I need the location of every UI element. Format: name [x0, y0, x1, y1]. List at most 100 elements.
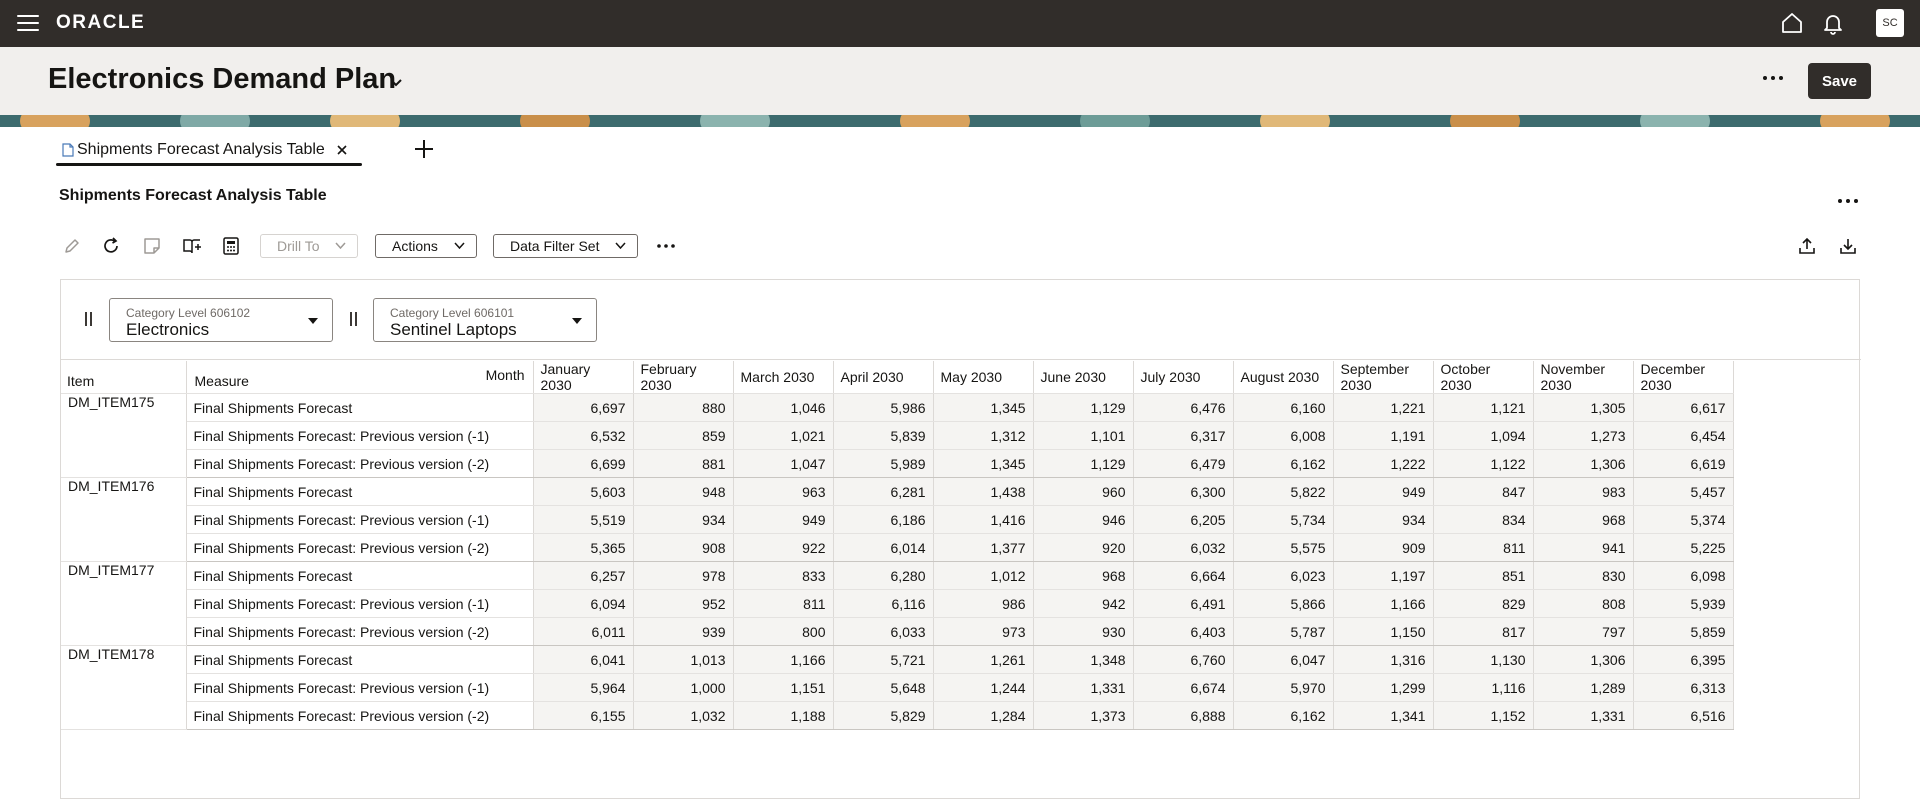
measure-cell[interactable]: Final Shipments Forecast: Previous versi… — [186, 701, 534, 730]
month-column-header[interactable]: January 2030 — [533, 361, 634, 394]
value-cell[interactable]: 6,094 — [533, 589, 634, 618]
measure-cell[interactable]: Final Shipments Forecast — [186, 393, 534, 422]
value-cell[interactable]: 1,222 — [1333, 449, 1434, 478]
value-cell[interactable]: 6,674 — [1133, 673, 1234, 702]
value-cell[interactable]: 949 — [733, 505, 834, 534]
measure-cell[interactable]: Final Shipments Forecast — [186, 645, 534, 674]
value-cell[interactable]: 6,257 — [533, 561, 634, 590]
value-cell[interactable]: 1,416 — [933, 505, 1034, 534]
value-cell[interactable]: 6,888 — [1133, 701, 1234, 730]
upload-icon[interactable] — [1797, 236, 1817, 256]
value-cell[interactable]: 948 — [633, 477, 734, 506]
download-icon[interactable] — [1838, 236, 1858, 256]
month-column-header[interactable]: September 2030 — [1333, 361, 1434, 394]
measure-column-header[interactable]: Month Measure — [186, 361, 534, 394]
value-cell[interactable]: 6,011 — [533, 617, 634, 646]
category-level-606101-select[interactable]: Category Level 606101 Sentinel Laptops — [373, 298, 597, 342]
value-cell[interactable]: 6,516 — [1633, 701, 1734, 730]
value-cell[interactable]: 922 — [733, 533, 834, 562]
value-cell[interactable]: 6,532 — [533, 421, 634, 450]
value-cell[interactable]: 834 — [1433, 505, 1534, 534]
value-cell[interactable]: 986 — [933, 589, 1034, 618]
value-cell[interactable]: 5,575 — [1233, 533, 1334, 562]
value-cell[interactable]: 1,345 — [933, 393, 1034, 422]
value-cell[interactable]: 952 — [633, 589, 734, 618]
value-cell[interactable]: 6,041 — [533, 645, 634, 674]
value-cell[interactable]: 6,160 — [1233, 393, 1334, 422]
measure-cell[interactable]: Final Shipments Forecast: Previous versi… — [186, 673, 534, 702]
value-cell[interactable]: 6,454 — [1633, 421, 1734, 450]
value-cell[interactable]: 5,866 — [1233, 589, 1334, 618]
measure-cell[interactable]: Final Shipments Forecast — [186, 561, 534, 590]
actions-button[interactable]: Actions — [375, 234, 477, 258]
note-icon[interactable] — [142, 236, 162, 256]
value-cell[interactable]: 6,098 — [1633, 561, 1734, 590]
user-avatar[interactable]: SC — [1876, 9, 1904, 37]
value-cell[interactable]: 1,130 — [1433, 645, 1534, 674]
value-cell[interactable]: 909 — [1333, 533, 1434, 562]
edit-icon[interactable] — [62, 236, 82, 256]
value-cell[interactable]: 6,664 — [1133, 561, 1234, 590]
value-cell[interactable]: 1,284 — [933, 701, 1034, 730]
month-column-header[interactable]: July 2030 — [1133, 361, 1234, 394]
measure-cell[interactable]: Final Shipments Forecast: Previous versi… — [186, 421, 534, 450]
value-cell[interactable]: 1,122 — [1433, 449, 1534, 478]
measure-cell[interactable]: Final Shipments Forecast: Previous versi… — [186, 533, 534, 562]
more-icon[interactable] — [1836, 196, 1860, 206]
data-filter-set-button[interactable]: Data Filter Set — [493, 234, 638, 258]
value-cell[interactable]: 946 — [1033, 505, 1134, 534]
value-cell[interactable]: 1,150 — [1333, 617, 1434, 646]
home-icon[interactable] — [1780, 11, 1804, 35]
value-cell[interactable]: 983 — [1533, 477, 1634, 506]
value-cell[interactable]: 941 — [1533, 533, 1634, 562]
value-cell[interactable]: 939 — [633, 617, 734, 646]
value-cell[interactable]: 1,305 — [1533, 393, 1634, 422]
value-cell[interactable]: 1,306 — [1533, 645, 1634, 674]
value-cell[interactable]: 1,373 — [1033, 701, 1134, 730]
value-cell[interactable]: 847 — [1433, 477, 1534, 506]
value-cell[interactable]: 6,047 — [1233, 645, 1334, 674]
value-cell[interactable]: 963 — [733, 477, 834, 506]
value-cell[interactable]: 1,312 — [933, 421, 1034, 450]
value-cell[interactable]: 908 — [633, 533, 734, 562]
book-icon[interactable] — [182, 236, 202, 256]
value-cell[interactable]: 5,519 — [533, 505, 634, 534]
measure-cell[interactable]: Final Shipments Forecast: Previous versi… — [186, 589, 534, 618]
value-cell[interactable]: 5,648 — [833, 673, 934, 702]
value-cell[interactable]: 1,244 — [933, 673, 1034, 702]
value-cell[interactable]: 1,348 — [1033, 645, 1134, 674]
value-cell[interactable]: 1,129 — [1033, 393, 1134, 422]
value-cell[interactable]: 5,822 — [1233, 477, 1334, 506]
month-column-header[interactable]: February 2030 — [633, 361, 734, 394]
value-cell[interactable]: 6,491 — [1133, 589, 1234, 618]
value-cell[interactable]: 1,013 — [633, 645, 734, 674]
value-cell[interactable]: 6,317 — [1133, 421, 1234, 450]
plus-icon[interactable] — [413, 138, 435, 160]
value-cell[interactable]: 800 — [733, 617, 834, 646]
value-cell[interactable]: 1,166 — [733, 645, 834, 674]
value-cell[interactable]: 6,619 — [1633, 449, 1734, 478]
refresh-icon[interactable] — [101, 236, 121, 256]
month-column-header[interactable]: August 2030 — [1233, 361, 1334, 394]
value-cell[interactable]: 6,697 — [533, 393, 634, 422]
tab-shipments-forecast[interactable]: Shipments Forecast Analysis Table — [56, 134, 348, 166]
drill-to-button[interactable]: Drill To — [260, 234, 358, 258]
value-cell[interactable]: 1,341 — [1333, 701, 1434, 730]
value-cell[interactable]: 934 — [1333, 505, 1434, 534]
more-icon[interactable] — [656, 240, 676, 252]
value-cell[interactable]: 6,479 — [1133, 449, 1234, 478]
value-cell[interactable]: 1,289 — [1533, 673, 1634, 702]
value-cell[interactable]: 1,191 — [1333, 421, 1434, 450]
value-cell[interactable]: 1,221 — [1333, 393, 1434, 422]
value-cell[interactable]: 6,205 — [1133, 505, 1234, 534]
value-cell[interactable]: 1,273 — [1533, 421, 1634, 450]
value-cell[interactable]: 6,186 — [833, 505, 934, 534]
value-cell[interactable]: 1,345 — [933, 449, 1034, 478]
value-cell[interactable]: 5,365 — [533, 533, 634, 562]
value-cell[interactable]: 1,331 — [1533, 701, 1634, 730]
value-cell[interactable]: 859 — [633, 421, 734, 450]
value-cell[interactable]: 1,166 — [1333, 589, 1434, 618]
value-cell[interactable]: 978 — [633, 561, 734, 590]
value-cell[interactable]: 5,859 — [1633, 617, 1734, 646]
value-cell[interactable]: 5,734 — [1233, 505, 1334, 534]
